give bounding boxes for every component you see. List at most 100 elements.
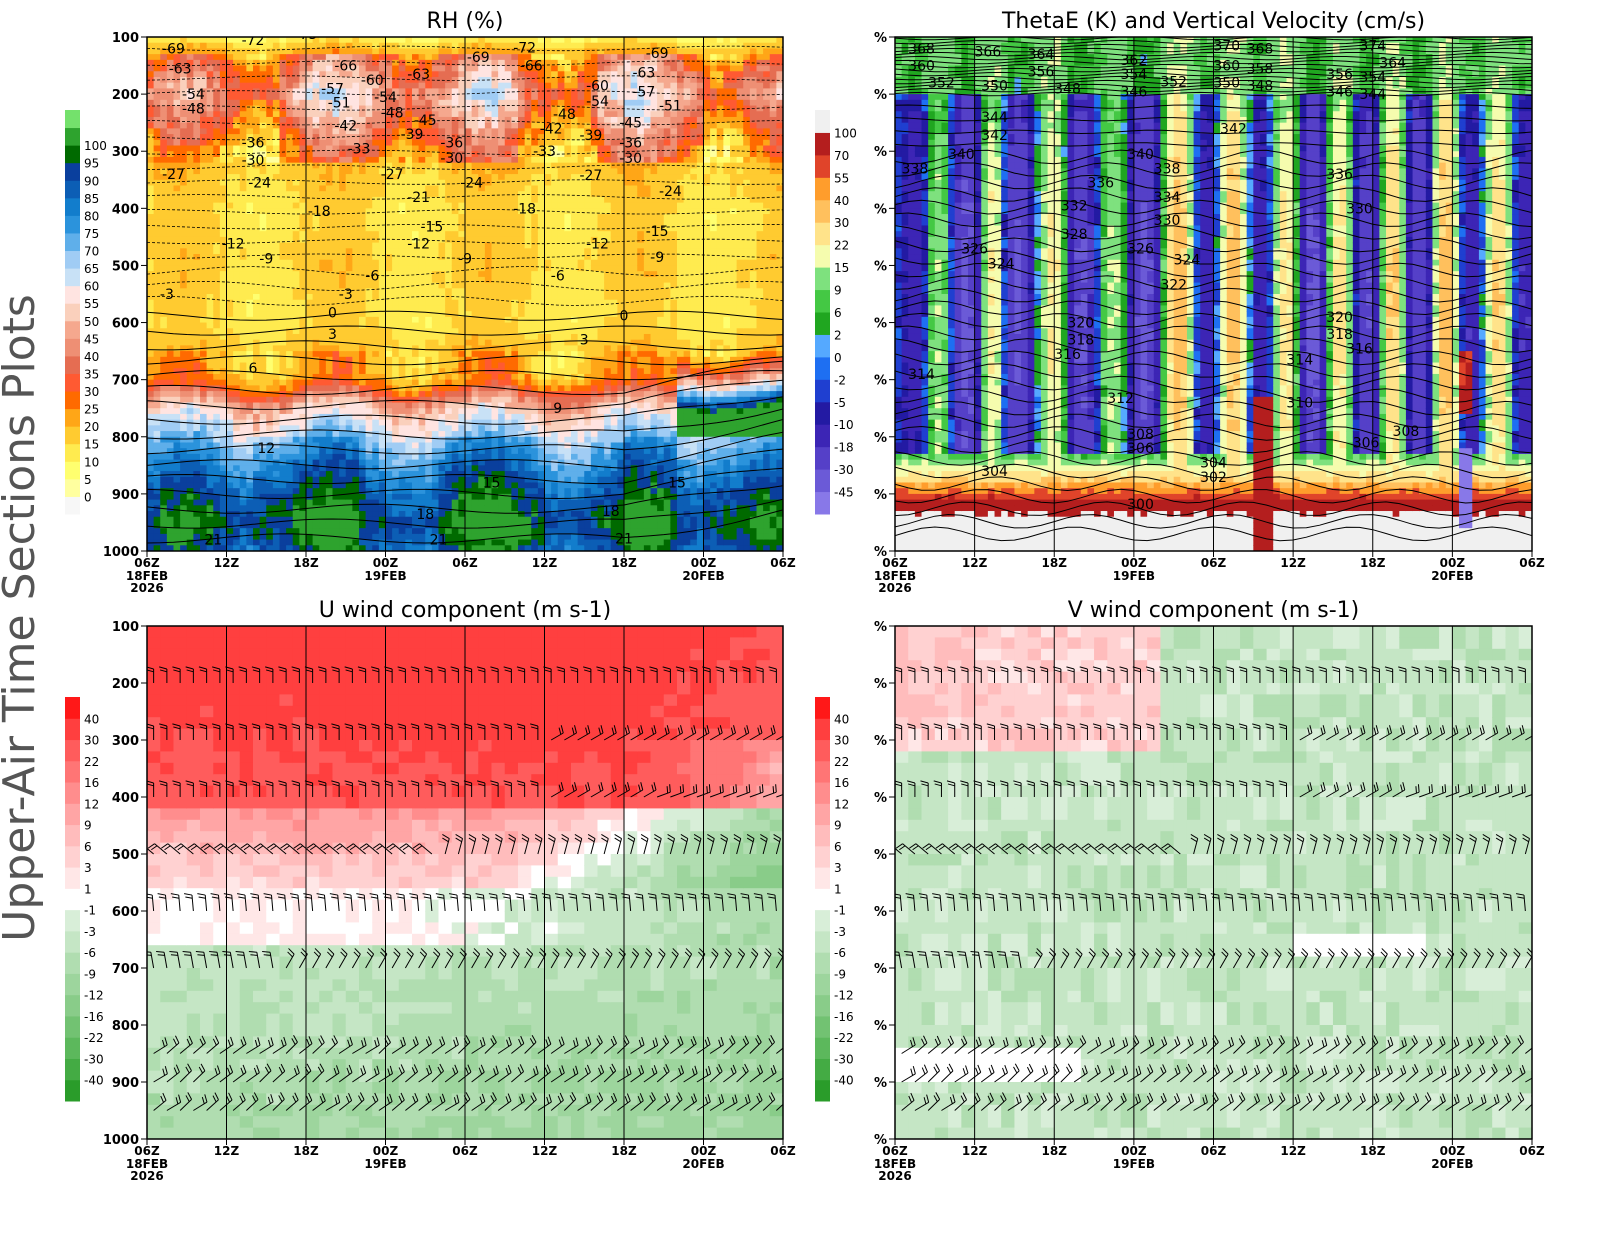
heat-cell [180, 511, 188, 518]
heat-cell [498, 162, 506, 169]
heat-cell [292, 448, 300, 455]
heat-cell [266, 522, 274, 529]
heat-cell [504, 276, 512, 284]
heat-cell [458, 305, 466, 312]
heat-cell [272, 476, 281, 484]
heat-cell [186, 185, 194, 192]
heat-cell [219, 316, 228, 324]
heat-cell [352, 448, 360, 455]
heat-cell [504, 465, 512, 472]
heat-cell [166, 174, 175, 181]
heat-cell [471, 528, 479, 535]
heat-cell [471, 465, 479, 472]
heat-cell [180, 499, 188, 506]
heat-cell [332, 362, 340, 369]
heat-cell [352, 368, 360, 375]
heat-cell [200, 271, 208, 278]
heat-cell [484, 54, 493, 61]
heat-cell [312, 488, 320, 495]
heat-cell [233, 288, 241, 295]
heat-cell [498, 122, 506, 129]
heat-cell [478, 351, 486, 358]
heat-cell [186, 499, 194, 506]
heat-cell [339, 254, 347, 261]
heat-cell [272, 516, 281, 524]
heat-cell [498, 539, 506, 546]
heat-cell [378, 419, 387, 426]
heat-cell [325, 42, 334, 50]
heat-cell [345, 54, 353, 61]
heat-cell [332, 48, 340, 55]
heat-cell [418, 139, 426, 147]
heat-cell [272, 339, 281, 346]
heat-cell [511, 248, 519, 255]
heat-cell [325, 88, 334, 95]
heat-cell [246, 499, 254, 506]
heat-cell [385, 408, 393, 415]
heat-cell [272, 116, 281, 124]
heat-cell [352, 65, 360, 72]
heat-cell [312, 179, 320, 187]
heat-cell [372, 134, 380, 141]
heat-cell [200, 259, 208, 267]
heat-cell [246, 339, 254, 346]
heat-cell [478, 431, 486, 438]
heat-cell [173, 116, 181, 124]
heat-cell [431, 396, 440, 404]
heat-cell [418, 482, 426, 489]
heat-cell [418, 379, 426, 386]
heat-cell [233, 128, 241, 135]
heat-cell [511, 276, 519, 284]
heat-cell [412, 151, 420, 158]
heat-cell [193, 385, 201, 392]
heat-cell [339, 179, 347, 187]
heat-cell [484, 379, 493, 386]
heat-cell [319, 294, 327, 301]
heat-cell [173, 385, 181, 392]
heat-cell [200, 276, 208, 284]
heat-cell [239, 528, 247, 535]
heat-cell [180, 42, 188, 50]
heat-cell [160, 402, 168, 409]
heat-cell [306, 88, 314, 95]
heat-cell [233, 362, 241, 369]
heat-cell [392, 191, 400, 198]
heat-cell [219, 191, 228, 198]
heat-cell [425, 385, 433, 392]
heat-cell [445, 505, 453, 512]
heat-cell [372, 345, 380, 352]
heat-cell [226, 408, 234, 415]
heat-cell [180, 522, 188, 529]
heat-cell [153, 333, 161, 341]
heat-cell [160, 54, 168, 61]
heat-cell [253, 528, 261, 535]
heat-cell [299, 254, 307, 261]
heat-cell [272, 505, 281, 512]
heat-cell [226, 499, 234, 506]
heat-cell [332, 128, 340, 135]
heat-cell [392, 339, 400, 346]
heat-cell [484, 94, 493, 101]
heat-cell [306, 179, 314, 187]
heat-cell [233, 448, 241, 455]
heat-cell [213, 465, 221, 472]
heat-cell [484, 282, 493, 289]
heat-cell [498, 482, 506, 489]
heat-cell [438, 476, 446, 484]
heat-cell [219, 305, 228, 312]
heat-cell [279, 431, 287, 438]
heat-cell [372, 42, 380, 50]
heat-cell [359, 139, 367, 147]
heat-cell [186, 88, 194, 95]
heat-cell [306, 482, 314, 489]
heat-cell [339, 448, 347, 455]
heat-cell [299, 385, 307, 392]
heat-cell [226, 156, 234, 164]
heat-cell [484, 373, 493, 381]
heat-cell [292, 105, 300, 112]
heat-cell [471, 208, 479, 215]
heat-cell [498, 436, 506, 444]
heat-cell [299, 539, 307, 546]
heat-cell [484, 522, 493, 529]
heat-cell [438, 185, 446, 192]
